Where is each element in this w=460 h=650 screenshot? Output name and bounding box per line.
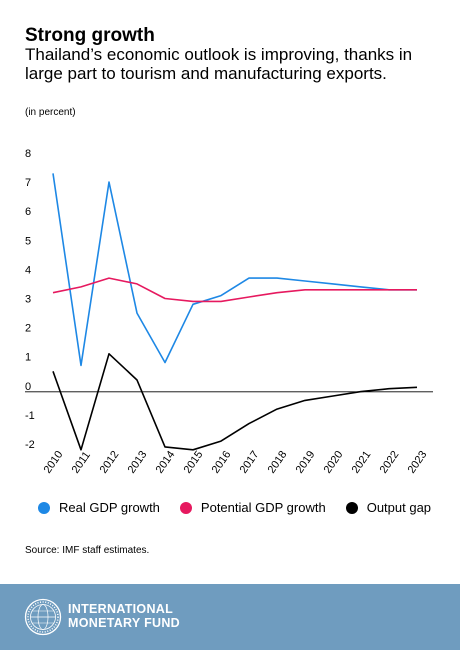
x-tick-label: 2012 <box>98 449 122 476</box>
y-tick-label: 0 <box>25 381 31 393</box>
legend-label-real-gdp: Real GDP growth <box>59 500 160 515</box>
y-tick-label: 3 <box>25 294 31 306</box>
y-tick-label: 7 <box>25 177 31 189</box>
x-tick-label: 2013 <box>126 449 150 476</box>
x-tick-label: 2016 <box>210 449 234 476</box>
x-tick-label: 2017 <box>238 449 262 476</box>
legend-item-potential-gdp: Potential GDP growth <box>179 500 326 516</box>
y-tick-label: 5 <box>25 235 31 247</box>
y-tick-label: -2 <box>25 439 35 451</box>
unit-label: (in percent) <box>25 107 76 118</box>
legend-dot-potential-gdp <box>179 502 192 514</box>
series-line-1 <box>52 277 417 303</box>
organization-name: INTERNATIONAL MONETARY FUND <box>68 602 228 630</box>
x-tick-label: 2010 <box>42 449 66 476</box>
imf-seal-icon <box>24 598 62 636</box>
x-axis-ticks: 2010 2011 2012 2013 2014 2015 2016 2017 2018 2019… <box>42 449 430 476</box>
legend-label-potential-gdp: Potential GDP growth <box>200 500 326 515</box>
legend: Real GDP growth Potential GDP growth Out… <box>38 500 441 516</box>
x-tick-label: 2014 <box>154 449 178 476</box>
organization-name-line1: INTERNATIONAL <box>68 602 174 616</box>
y-tick-label: -1 <box>25 410 35 422</box>
y-tick-label: 2 <box>25 323 31 335</box>
x-tick-label: 2019 <box>294 449 318 476</box>
organization-name-line2: MONETARY FUND <box>68 616 180 630</box>
footer-banner: INTERNATIONAL MONETARY FUND <box>0 584 460 650</box>
chart-subtitle: Thailand’s economic outlook is improving… <box>25 45 413 83</box>
series-line-2 <box>52 353 418 451</box>
x-tick-label: 2023 <box>406 449 430 476</box>
legend-dot-real-gdp <box>38 502 50 514</box>
y-axis-ticks: 8 7 6 5 4 3 2 1 0 -1 -2 <box>25 148 35 451</box>
legend-label-output-gap: Output gap <box>366 500 432 515</box>
y-tick-label: 8 <box>25 148 31 160</box>
legend-item-real-gdp: Real GDP growth <box>38 500 160 516</box>
x-tick-label: 2022 <box>378 449 402 476</box>
legend-dot-output-gap <box>345 502 358 514</box>
y-tick-label: 1 <box>25 352 31 364</box>
legend-item-output-gap: Output gap <box>345 500 432 516</box>
x-tick-label: 2020 <box>322 449 346 476</box>
x-tick-label: 2021 <box>350 449 374 476</box>
y-tick-label: 6 <box>25 206 31 218</box>
y-tick-label: 4 <box>25 264 31 276</box>
series-lines <box>52 173 418 451</box>
x-tick-label: 2011 <box>70 449 93 475</box>
source-note: Source: IMF staff estimates. <box>25 545 150 556</box>
x-tick-label: 2018 <box>266 449 290 476</box>
series-line-0 <box>52 173 417 367</box>
chart-title: Strong growth <box>25 25 155 46</box>
x-tick-label: 2015 <box>182 449 206 476</box>
